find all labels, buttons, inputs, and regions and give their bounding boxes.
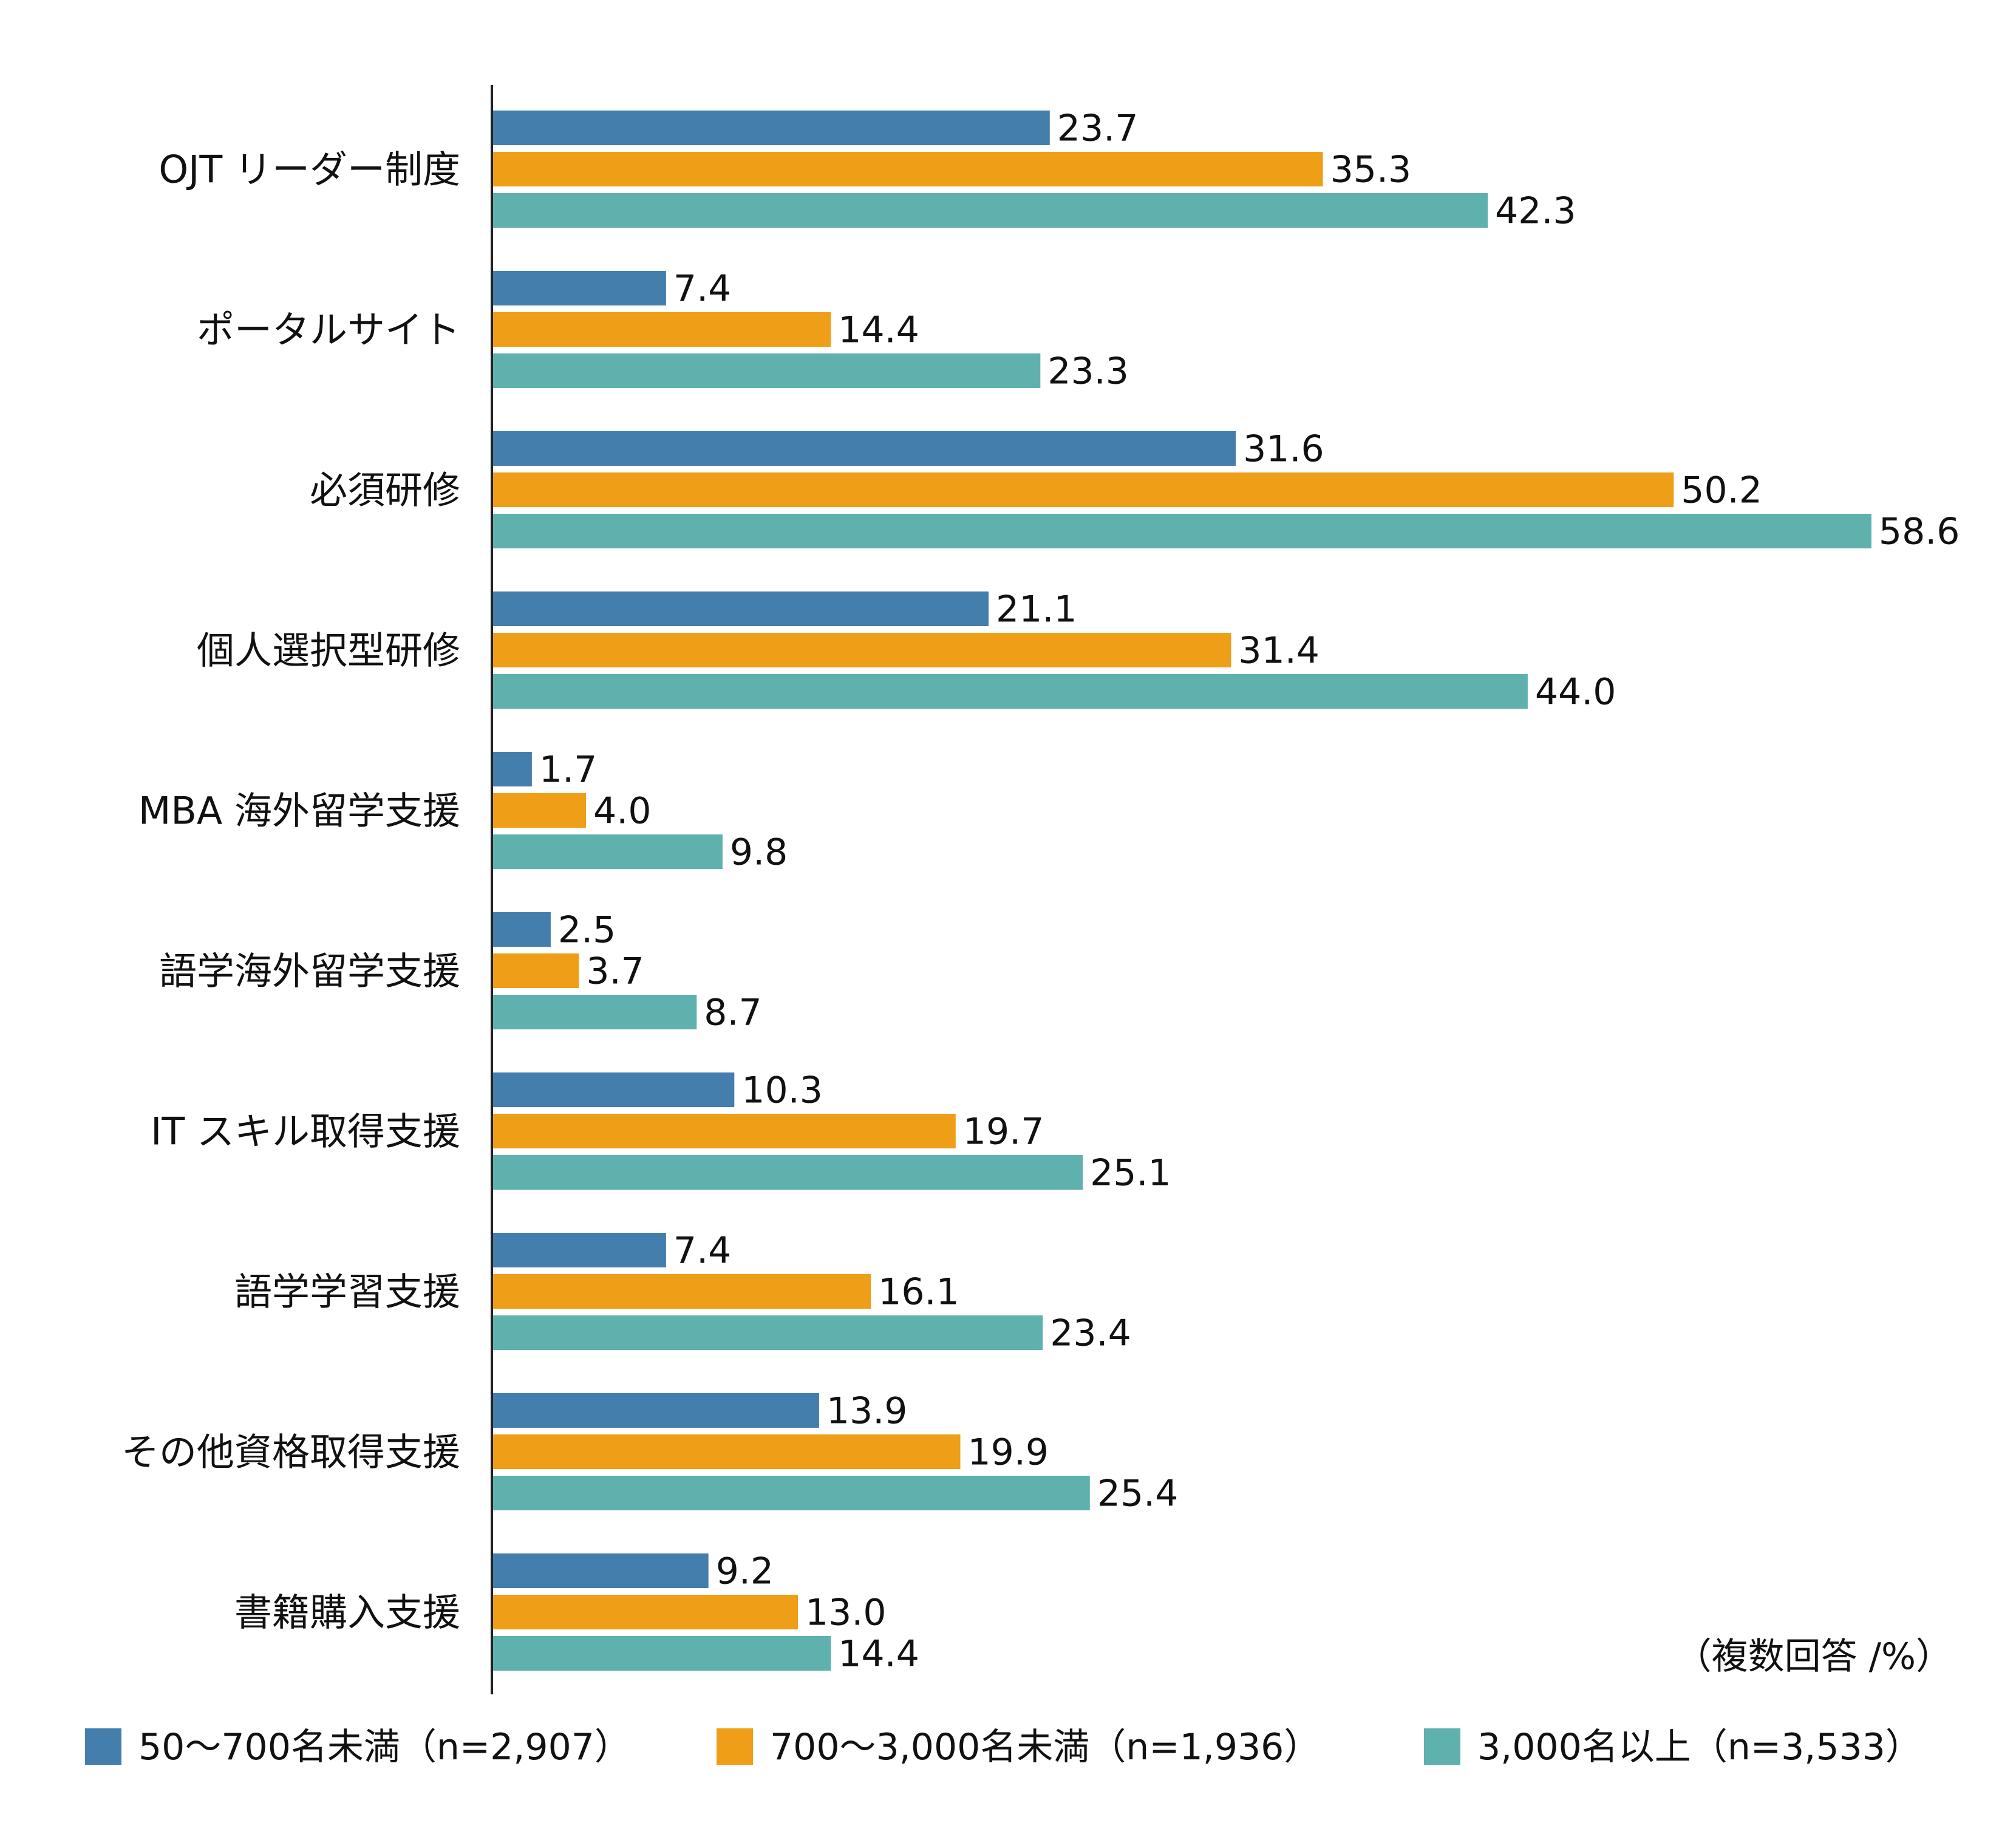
category-label: OJT リーダー制度	[158, 148, 460, 192]
legend: 50～700名未満（n=2,907） 700～3,000名未満（n=1,936） 3…	[85, 1726, 1922, 1768]
category-label: 必須研修	[310, 468, 460, 513]
value-label: 13.0	[805, 1592, 887, 1634]
bar-6-series-3	[492, 995, 697, 1029]
value-label: 23.7	[1057, 107, 1139, 150]
bar-4-series-2	[492, 633, 1231, 667]
value-label: 7.4	[673, 1230, 731, 1272]
bar-4-series-3	[492, 674, 1528, 709]
legend-swatch-3	[1424, 1728, 1460, 1765]
value-label: 25.4	[1097, 1473, 1179, 1515]
bar-8-series-3	[492, 1315, 1043, 1350]
bar-1-series-1	[492, 111, 1050, 145]
bar-3-series-2	[492, 472, 1674, 507]
bar-5-series-3	[492, 834, 723, 869]
bar-6-series-2	[492, 953, 579, 988]
bar-2-series-1	[492, 271, 666, 305]
value-label: 23.3	[1047, 350, 1129, 393]
value-label: 2.5	[558, 909, 616, 952]
legend-label: 50～700名未満（n=2,907）	[138, 1726, 631, 1768]
value-label: 4.0	[593, 790, 651, 833]
value-label: 19.7	[963, 1111, 1044, 1153]
value-label: 14.4	[838, 1633, 919, 1676]
value-labels-group: 23.7 35.3 42.3 7.4 14.4 23.3 31.6 50.2 58.6 21.1 3…	[539, 107, 1960, 1676]
bar-4-series-1	[492, 592, 989, 626]
legend-label: 700～3,000名未満（n=1,936）	[770, 1726, 1320, 1768]
legend-swatch-2	[717, 1728, 753, 1765]
value-label: 1.7	[539, 749, 597, 791]
bar-8-series-1	[492, 1233, 666, 1267]
category-label: IT スキル取得支援	[151, 1110, 460, 1154]
category-label: その他資格取得支援	[121, 1430, 460, 1475]
category-label: 語学海外留学支援	[159, 949, 460, 994]
bar-1-series-2	[492, 152, 1323, 186]
bar-3-series-1	[492, 431, 1236, 466]
category-label: MBA 海外留学支援	[138, 789, 460, 833]
bar-9-series-3	[492, 1476, 1090, 1510]
bars-group	[492, 111, 1871, 1671]
value-label: 3.7	[586, 950, 644, 993]
category-label: 語学学習支援	[234, 1270, 460, 1314]
bar-6-series-1	[492, 912, 551, 947]
value-label: 7.4	[673, 268, 731, 310]
bar-10-series-2	[492, 1595, 798, 1629]
bar-9-series-2	[492, 1434, 961, 1469]
bar-2-series-3	[492, 353, 1041, 388]
bar-7-series-1	[492, 1072, 735, 1107]
bar-7-series-2	[492, 1114, 956, 1148]
value-label: 44.0	[1535, 671, 1616, 714]
value-label: 25.1	[1090, 1152, 1171, 1195]
value-label: 50.2	[1681, 469, 1762, 512]
bar-8-series-2	[492, 1274, 871, 1309]
value-label: 42.3	[1495, 190, 1576, 233]
value-label: 31.4	[1238, 630, 1320, 672]
unit-note: （複数回答 /%）	[1675, 1635, 1952, 1678]
category-label: 個人選択型研修	[197, 629, 460, 673]
bar-7-series-3	[492, 1155, 1083, 1190]
value-label: 14.4	[838, 309, 919, 352]
legend-swatch-1	[85, 1728, 121, 1765]
bar-10-series-1	[492, 1553, 709, 1588]
bar-1-series-3	[492, 193, 1488, 228]
bar-10-series-3	[492, 1636, 831, 1671]
bar-5-series-2	[492, 793, 587, 828]
value-label: 16.1	[878, 1271, 959, 1314]
bar-9-series-1	[492, 1393, 819, 1428]
value-label: 31.6	[1243, 428, 1324, 471]
value-label: 23.4	[1050, 1312, 1131, 1355]
value-label: 10.3	[741, 1069, 823, 1112]
value-label: 58.6	[1879, 511, 1960, 553]
value-label: 9.2	[716, 1550, 774, 1593]
value-label: 35.3	[1330, 149, 1412, 191]
bar-5-series-1	[492, 752, 532, 786]
value-label: 21.1	[996, 588, 1077, 631]
value-label: 9.8	[730, 831, 788, 874]
bar-2-series-2	[492, 312, 831, 347]
bar-3-series-3	[492, 514, 1871, 548]
value-label: 13.9	[826, 1390, 908, 1433]
value-label: 8.7	[704, 992, 761, 1034]
legend-label: 3,000名以上（n=3,533）	[1477, 1726, 1922, 1768]
value-label: 19.9	[968, 1431, 1049, 1474]
category-label: ポータルサイト	[197, 308, 460, 352]
category-label: 書籍購入支援	[234, 1591, 460, 1635]
